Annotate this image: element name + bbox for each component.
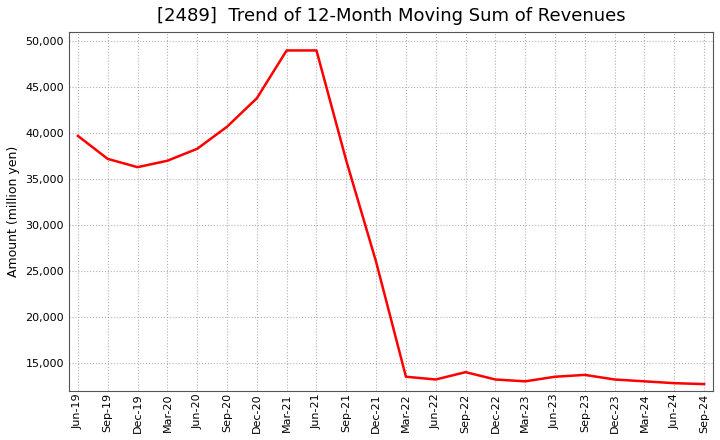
Y-axis label: Amount (million yen): Amount (million yen) [7, 146, 20, 277]
Title: [2489]  Trend of 12-Month Moving Sum of Revenues: [2489] Trend of 12-Month Moving Sum of R… [157, 7, 626, 25]
